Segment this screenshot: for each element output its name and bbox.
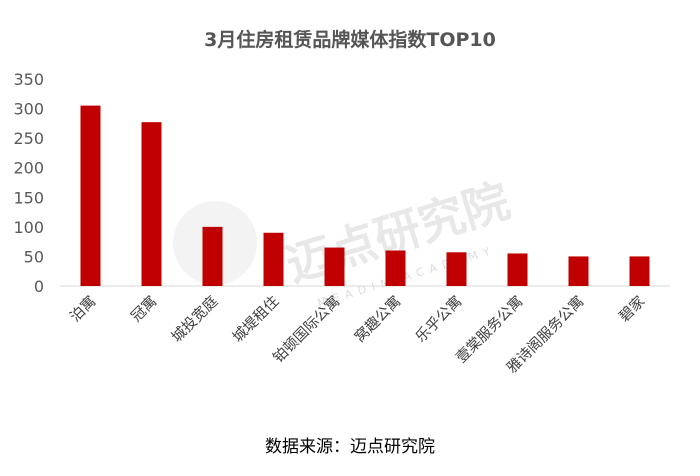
y-tick-label: 50 bbox=[24, 247, 44, 266]
x-tick-label: 冠寓 bbox=[127, 292, 160, 325]
y-tick-label: 300 bbox=[13, 100, 44, 119]
bar bbox=[385, 250, 406, 286]
y-axis-ticks: 0 50 100 150 200 250 300 350 bbox=[13, 70, 44, 296]
x-tick-label: 窝趣公寓 bbox=[351, 292, 405, 346]
y-tick-label: 250 bbox=[13, 129, 44, 148]
bar bbox=[263, 232, 284, 286]
source-note: 数据来源：迈点研究院 bbox=[265, 437, 435, 457]
bar bbox=[568, 256, 589, 286]
bar bbox=[202, 226, 223, 286]
y-tick-label: 100 bbox=[13, 218, 44, 237]
x-axis-labels: 泊寓 冠寓 城投宽庭 城堤租住铂顿国际公寓 窝趣公寓 乐乎公寓壹棠服务公寓雅诗阁服务公寓碧… bbox=[66, 292, 648, 376]
x-tick-label: 城投宽庭 bbox=[168, 293, 221, 346]
chart-title: 3月住房租赁品牌媒体指数TOP10 bbox=[204, 28, 496, 51]
bar bbox=[629, 256, 650, 286]
bar bbox=[507, 253, 528, 286]
x-tick-label: 乐乎公寓 bbox=[412, 292, 466, 346]
y-tick-label: 200 bbox=[13, 159, 44, 178]
y-tick-label: 350 bbox=[13, 70, 44, 89]
bar bbox=[141, 122, 162, 286]
x-tick-label: 泊寓 bbox=[66, 292, 99, 325]
y-tick-label: 0 bbox=[34, 277, 44, 296]
x-tick-label: 碧家 bbox=[616, 293, 649, 326]
bar bbox=[80, 105, 101, 286]
bar bbox=[446, 252, 467, 286]
watermark: 迈点研究院 MEADIN ACADEMY bbox=[173, 173, 516, 310]
y-tick-label: 150 bbox=[13, 188, 44, 207]
bars bbox=[80, 105, 650, 286]
x-tick-label: 城堤租住 bbox=[229, 293, 282, 346]
bar bbox=[324, 247, 345, 286]
